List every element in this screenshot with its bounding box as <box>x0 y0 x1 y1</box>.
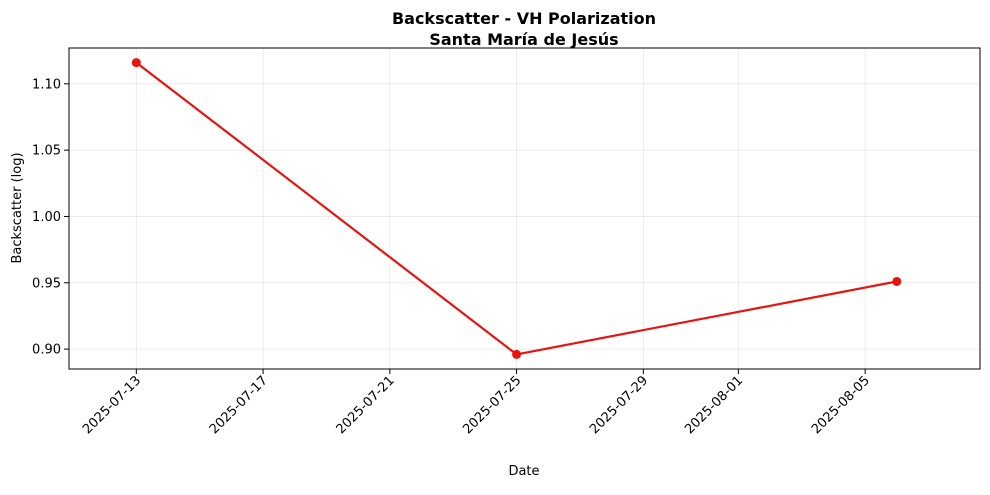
y-tick-label: 0.90 <box>32 343 61 358</box>
x-axis-label: Date <box>508 464 539 479</box>
axis-ticks: 2025-07-13 2025-07-17 2025-07-21 2025-07-25… <box>32 77 873 437</box>
series-layer <box>131 58 902 359</box>
chart-title: Backscatter - VH Polarization <box>392 9 656 28</box>
x-tick-label: 2025-07-21 <box>334 373 398 437</box>
data-point <box>892 276 902 286</box>
y-tick-label: 1.00 <box>32 210 61 225</box>
y-tick-label: 1.10 <box>32 77 61 92</box>
chart-subtitle: Santa María de Jesús <box>429 30 618 49</box>
x-tick-label: 2025-07-13 <box>80 373 144 437</box>
data-point <box>512 349 522 359</box>
y-axis-label: Backscatter (log) <box>10 152 25 263</box>
data-point <box>131 58 141 68</box>
x-tick-label: 2025-08-05 <box>809 373 873 437</box>
y-tick-label: 0.95 <box>32 276 61 291</box>
plot-area-frame <box>68 47 981 370</box>
grid <box>69 48 980 369</box>
x-tick-label: 2025-07-17 <box>207 373 271 437</box>
x-tick-label: 2025-07-25 <box>460 373 524 437</box>
x-tick-label: 2025-07-29 <box>587 373 651 437</box>
x-tick-label: 2025-08-01 <box>682 373 746 437</box>
y-tick-label: 1.05 <box>32 144 61 159</box>
